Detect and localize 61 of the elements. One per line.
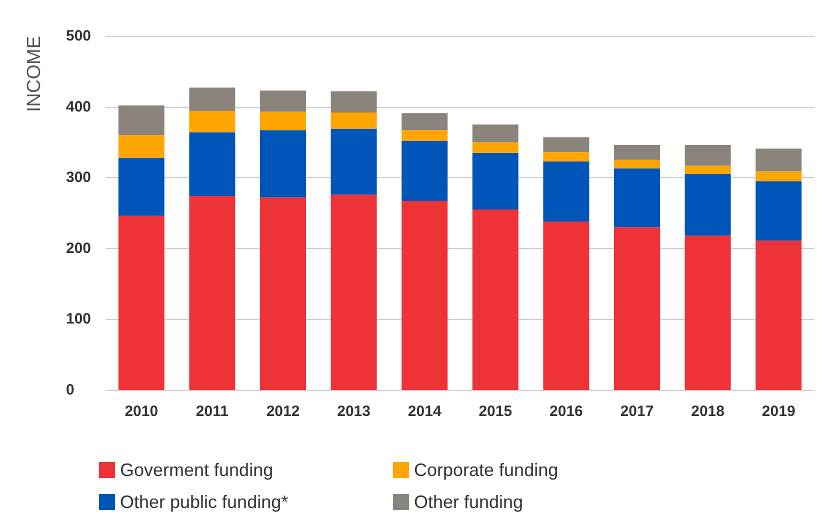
bar — [756, 171, 802, 182]
y-tick-label: 300 — [66, 169, 92, 186]
x-tick-label: 2018 — [691, 403, 724, 420]
bar — [402, 200, 448, 390]
bar — [330, 128, 377, 195]
bar — [472, 142, 518, 153]
y-tick-label: 0 — [66, 382, 74, 398]
bar — [118, 105, 164, 136]
bar — [684, 166, 731, 174]
bar — [684, 174, 731, 236]
x-tick-label: 2013 — [337, 403, 370, 420]
bar — [684, 145, 731, 166]
bar — [472, 152, 518, 210]
x-tick-label: 2014 — [408, 403, 442, 420]
bar — [260, 90, 306, 112]
bar — [260, 197, 306, 390]
bar — [330, 91, 377, 112]
bar — [118, 135, 164, 158]
bar — [260, 112, 306, 130]
bar — [189, 88, 236, 112]
bar — [118, 158, 164, 216]
y-tick-label: 500 — [66, 28, 92, 44]
bar — [614, 160, 660, 168]
x-tick-label: 2016 — [550, 403, 583, 420]
bar — [189, 111, 236, 132]
bar — [614, 168, 660, 228]
x-tick-label: 2011 — [196, 403, 228, 420]
bar — [543, 161, 590, 222]
y-axis-title: INCOME — [24, 36, 45, 112]
bar — [756, 181, 802, 241]
bar — [472, 209, 518, 390]
bar — [543, 137, 590, 152]
x-tick-label: 2010 — [124, 403, 158, 420]
bar — [472, 124, 518, 142]
x-tick-label: 2019 — [762, 403, 796, 420]
legend-label: Goverment funding — [120, 460, 274, 480]
bar — [330, 194, 377, 390]
bar — [189, 196, 236, 390]
bar — [402, 130, 448, 141]
bar — [543, 221, 590, 390]
bar — [402, 140, 448, 201]
x-tick-label: 2015 — [478, 403, 512, 420]
bar — [402, 113, 448, 130]
y-tick-label: 100 — [66, 310, 92, 328]
bar — [189, 132, 236, 196]
bar — [614, 227, 660, 390]
legend-label: Other public funding* — [120, 492, 288, 512]
bar — [543, 152, 590, 162]
x-tick-label: 2017 — [620, 403, 654, 420]
bar — [684, 236, 731, 390]
bar — [330, 112, 377, 129]
legend-label: Corporate funding — [414, 460, 558, 480]
y-tick-label: 200 — [66, 240, 92, 257]
y-tick-label: 400 — [66, 98, 92, 116]
bar — [614, 145, 660, 160]
bar — [756, 240, 802, 390]
bar — [118, 216, 164, 390]
bar — [260, 130, 306, 198]
x-tick-label: 2012 — [266, 403, 300, 420]
legend-label: Other funding — [414, 492, 524, 512]
bar — [756, 148, 802, 172]
